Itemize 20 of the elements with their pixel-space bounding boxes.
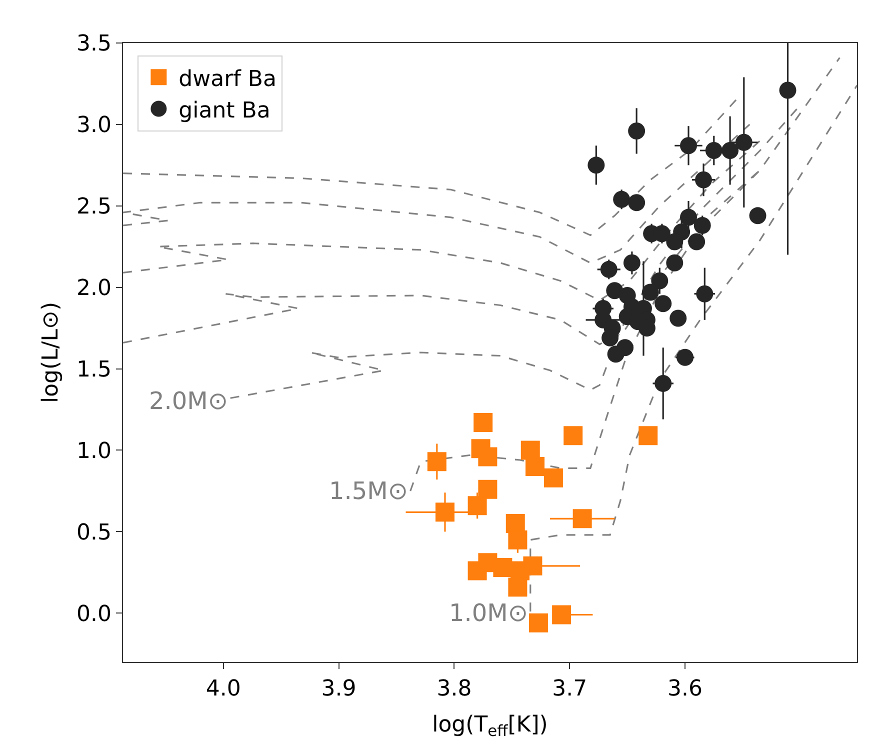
y-tick-label: 1.5: [76, 357, 112, 382]
x-tick-label: 3.9: [321, 676, 356, 702]
y-tick-label: 0.5: [76, 520, 112, 546]
y-tick-label: 3.5: [76, 32, 112, 57]
x-tick-label: 3.6: [668, 676, 703, 702]
x-axis-title: log(T$_{eff}$[K]): [432, 712, 548, 740]
y-tick-label: 2.5: [76, 194, 112, 220]
annotation: 2.0M⊙: [149, 387, 228, 415]
x-tick-label: 3.7: [552, 676, 588, 702]
x-tick-label: 4.0: [206, 676, 241, 702]
y-axis-title: log(L/L⊙): [38, 302, 64, 404]
x-tick-label: 3.8: [436, 676, 472, 702]
y-tick-label: 1.0: [76, 438, 112, 464]
annotation: 1.5M⊙: [329, 477, 408, 505]
y-tick-label: 2.0: [76, 276, 112, 302]
legend-label: dwarf Ba: [178, 66, 276, 92]
y-tick-label: 3.0: [76, 113, 112, 138]
annotation: 1.0M⊙: [449, 599, 528, 627]
y-tick-label: 0.0: [76, 602, 112, 627]
legend-label: giant Ba: [178, 98, 270, 124]
